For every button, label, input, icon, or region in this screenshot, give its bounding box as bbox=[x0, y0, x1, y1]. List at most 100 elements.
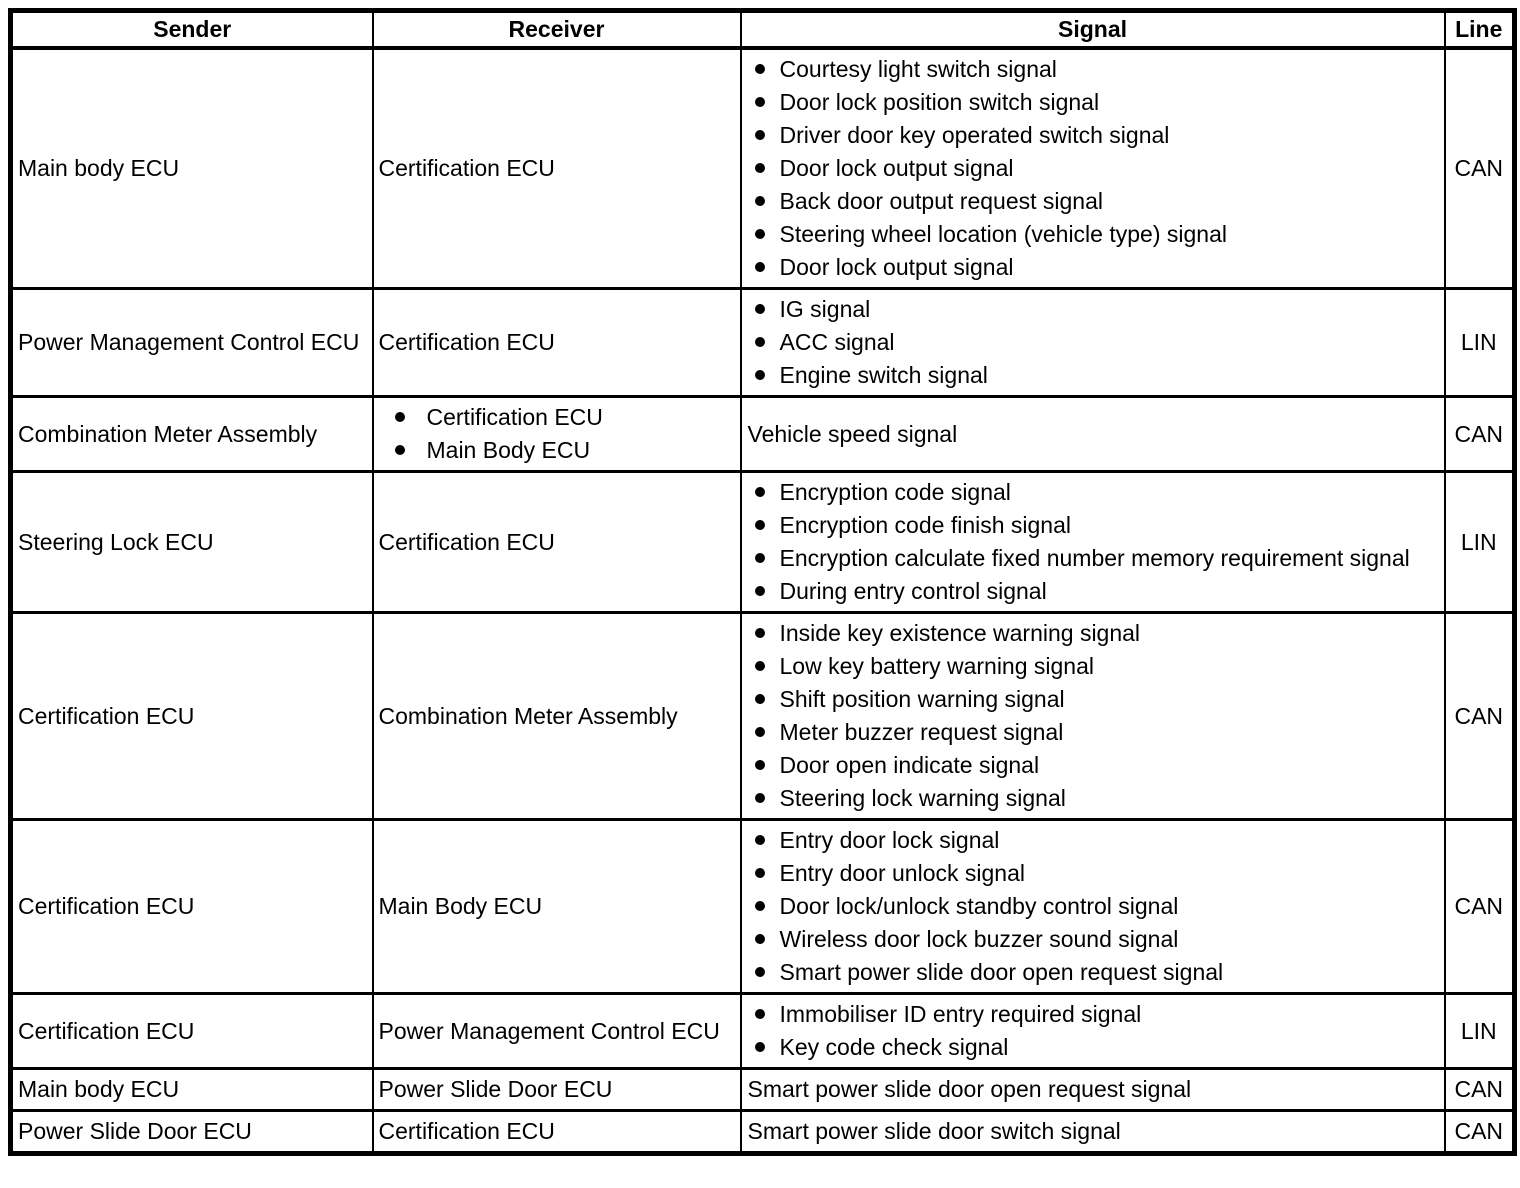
cell-line: LIN bbox=[1443, 287, 1516, 398]
bullet-item: Steering lock warning signal bbox=[748, 782, 1438, 815]
bullet-icon bbox=[394, 412, 405, 422]
bullet-text: Engine switch signal bbox=[779, 362, 988, 388]
bullet-icon bbox=[754, 262, 765, 272]
cell-sender: Power Management Control ECU bbox=[9, 287, 374, 398]
bullet-text: Key code check signal bbox=[779, 1034, 1009, 1060]
signal-bullet-list: Entry door lock signal Entry door unlock … bbox=[748, 824, 1438, 989]
signal-bullet-list: Encryption code signal Encryption code fi… bbox=[748, 476, 1438, 608]
cell-signal: Smart power slide door open request sign… bbox=[739, 1067, 1446, 1112]
bullet-icon bbox=[754, 64, 765, 74]
cell-sender: Main body ECU bbox=[9, 1067, 374, 1112]
bullet-text: Courtesy light switch signal bbox=[779, 56, 1057, 82]
bullet-icon bbox=[754, 1009, 765, 1019]
receiver-bullet-list: Certification ECU Main Body ECU bbox=[379, 401, 728, 467]
bullet-icon bbox=[754, 586, 765, 596]
bullet-item: Inside key existence warning signal bbox=[748, 617, 1438, 650]
bullet-item: Encryption code finish signal bbox=[748, 509, 1438, 542]
bullet-item: Entry door lock signal bbox=[748, 824, 1438, 857]
table-row: Certification ECU Main Body ECU Entry door… bbox=[9, 818, 1516, 995]
bullet-icon bbox=[754, 934, 765, 944]
table-row: Main body ECU Certification ECU Courtesy l… bbox=[9, 46, 1516, 290]
cell-line: CAN bbox=[1443, 818, 1516, 995]
table-row: Steering Lock ECU Certification ECU Encryp… bbox=[9, 470, 1516, 614]
bullet-item: Wireless door lock buzzer sound signal bbox=[748, 923, 1438, 956]
column-header-signal: Signal bbox=[739, 9, 1446, 50]
column-header-line: Line bbox=[1443, 9, 1516, 50]
cell-sender: Power Slide Door ECU bbox=[9, 1109, 374, 1155]
bullet-text: Inside key existence warning signal bbox=[779, 620, 1141, 646]
bullet-item: Meter buzzer request signal bbox=[748, 716, 1438, 749]
cell-sender: Combination Meter Assembly bbox=[9, 395, 374, 473]
bullet-icon bbox=[754, 727, 765, 737]
bullet-text: IG signal bbox=[779, 296, 871, 322]
bullet-text: Back door output request signal bbox=[779, 188, 1103, 214]
cell-line: LIN bbox=[1443, 992, 1516, 1070]
cell-line: CAN bbox=[1443, 395, 1516, 473]
table-row: Power Slide Door ECU Certification ECU Sma… bbox=[9, 1109, 1516, 1155]
signal-routing-table: Sender Receiver Signal Line Main body EC… bbox=[8, 8, 1517, 1156]
cell-signal: Encryption code signal Encryption code fi… bbox=[739, 470, 1446, 614]
table-row: Main body ECU Power Slide Door ECU Smart p… bbox=[9, 1067, 1516, 1112]
signal-bullet-list: Inside key existence warning signal Low k… bbox=[748, 617, 1438, 815]
bullet-icon bbox=[754, 163, 765, 173]
table-header: Sender Receiver Signal Line bbox=[9, 9, 1516, 50]
bullet-icon bbox=[754, 520, 765, 530]
cell-sender: Certification ECU bbox=[9, 818, 374, 995]
cell-line: CAN bbox=[1443, 611, 1516, 821]
cell-sender: Certification ECU bbox=[9, 611, 374, 821]
bullet-icon bbox=[754, 487, 765, 497]
bullet-item: Steering wheel location (vehicle type) s… bbox=[748, 218, 1438, 251]
bullet-icon bbox=[754, 835, 765, 845]
signal-bullet-list: Courtesy light switch signal Door lock po… bbox=[748, 53, 1438, 284]
bullet-item: Door lock/unlock standby control signal bbox=[748, 890, 1438, 923]
cell-signal: Courtesy light switch signal Door lock po… bbox=[739, 46, 1446, 290]
bullet-icon bbox=[754, 901, 765, 911]
bullet-text: Encryption code signal bbox=[779, 479, 1011, 505]
bullet-item: Low key battery warning signal bbox=[748, 650, 1438, 683]
bullet-icon bbox=[754, 553, 765, 563]
bullet-item: Door lock output signal bbox=[748, 251, 1438, 284]
cell-signal: Immobiliser ID entry required signal Key … bbox=[739, 992, 1446, 1070]
bullet-item: Encryption calculate fixed number memory… bbox=[748, 542, 1438, 575]
bullet-item: Back door output request signal bbox=[748, 185, 1438, 218]
bullet-icon bbox=[754, 868, 765, 878]
cell-signal: Smart power slide door switch signal bbox=[739, 1109, 1446, 1155]
cell-sender: Certification ECU bbox=[9, 992, 374, 1070]
table-row: Combination Meter Assembly Certification … bbox=[9, 395, 1516, 473]
bullet-item: Door lock position switch signal bbox=[748, 86, 1438, 119]
bullet-text: Smart power slide door open request sign… bbox=[779, 959, 1224, 985]
bullet-text: Low key battery warning signal bbox=[779, 653, 1095, 679]
bullet-item: Courtesy light switch signal bbox=[748, 53, 1438, 86]
bullet-item: Key code check signal bbox=[748, 1031, 1438, 1064]
bullet-text: ACC signal bbox=[779, 329, 895, 355]
bullet-icon bbox=[754, 967, 765, 977]
bullet-icon bbox=[754, 370, 765, 380]
signal-bullet-list: IG signal ACC signal Engine switch signal bbox=[748, 293, 1438, 392]
bullet-text: Steering lock warning signal bbox=[779, 785, 1066, 811]
bullet-icon bbox=[754, 196, 765, 206]
bullet-text: Entry door unlock signal bbox=[779, 860, 1025, 886]
bullet-text: Driver door key operated switch signal bbox=[779, 122, 1170, 148]
bullet-item: Entry door unlock signal bbox=[748, 857, 1438, 890]
bullet-text: Door lock output signal bbox=[779, 155, 1014, 181]
cell-receiver: Certification ECU Main Body ECU bbox=[371, 395, 742, 473]
bullet-icon bbox=[754, 130, 765, 140]
cell-line: LIN bbox=[1443, 470, 1516, 614]
cell-line: CAN bbox=[1443, 1109, 1516, 1155]
cell-receiver: Power Slide Door ECU bbox=[371, 1067, 742, 1112]
bullet-text: Door lock/unlock standby control signal bbox=[779, 893, 1179, 919]
bullet-item: Smart power slide door open request sign… bbox=[748, 956, 1438, 989]
bullet-text: Meter buzzer request signal bbox=[779, 719, 1064, 745]
cell-line: CAN bbox=[1443, 1067, 1516, 1112]
column-header-receiver: Receiver bbox=[371, 9, 742, 50]
header-row: Sender Receiver Signal Line bbox=[9, 9, 1516, 50]
bullet-item: Driver door key operated switch signal bbox=[748, 119, 1438, 152]
table-row: Power Management Control ECU Certificatio… bbox=[9, 287, 1516, 398]
cell-signal: IG signal ACC signal Engine switch signal bbox=[739, 287, 1446, 398]
bullet-text: Wireless door lock buzzer sound signal bbox=[779, 926, 1179, 952]
bullet-item: Door lock output signal bbox=[748, 152, 1438, 185]
cell-receiver: Certification ECU bbox=[371, 1109, 742, 1155]
bullet-item: Shift position warning signal bbox=[748, 683, 1438, 716]
bullet-icon bbox=[754, 97, 765, 107]
bullet-icon bbox=[754, 229, 765, 239]
